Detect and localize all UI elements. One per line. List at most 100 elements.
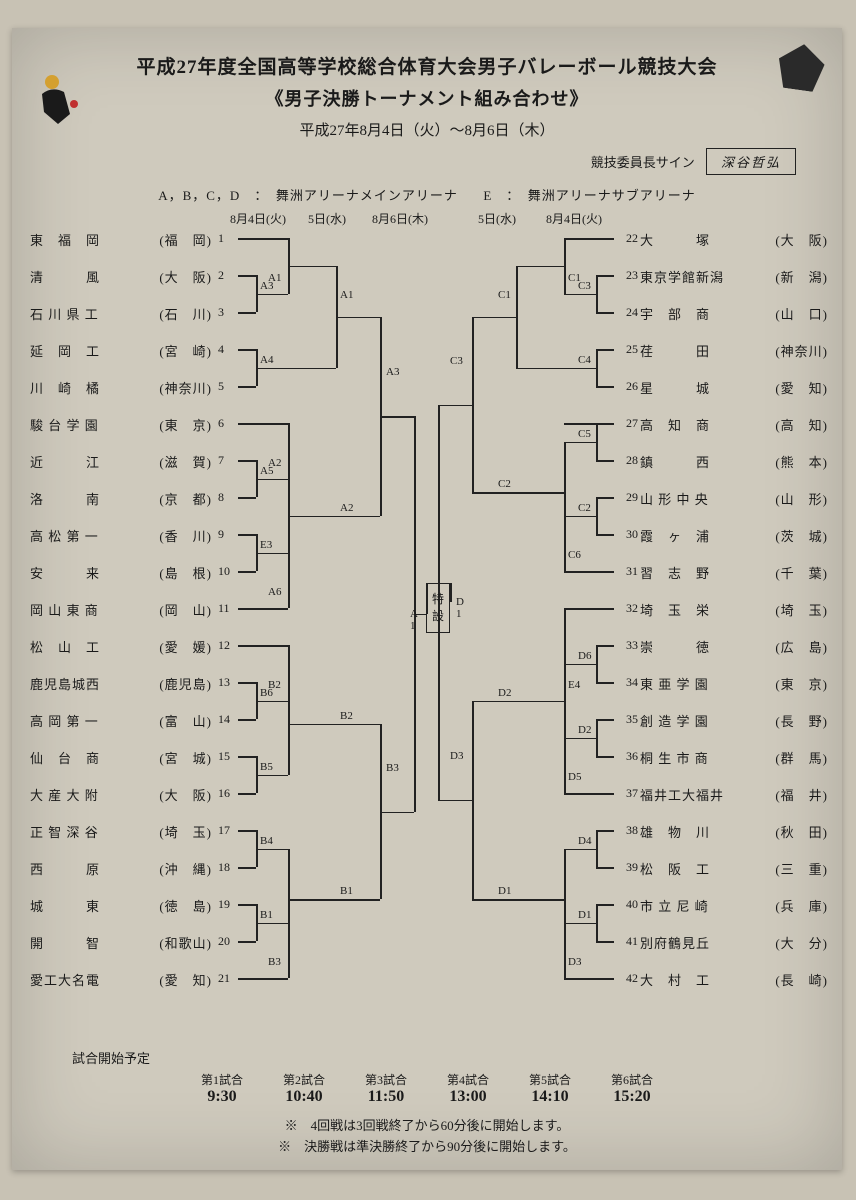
team-left-10: 安 来(島 根)	[30, 563, 212, 582]
team-left-1: 東 福 岡(福 岡)	[30, 230, 212, 249]
semi-l-lbl-1: 1	[410, 620, 416, 632]
seed-left-16: 16	[218, 786, 230, 801]
seed-right-35: 35	[620, 712, 638, 727]
ml-r-3: C5	[578, 428, 591, 440]
team-left-21: 愛工大名電(愛 知)	[30, 970, 212, 989]
seed-right-26: 26	[620, 379, 638, 394]
ml-l-9: B5	[260, 761, 273, 773]
seed-left-12: 12	[218, 638, 230, 653]
ml-r-4: C2	[578, 502, 591, 514]
ml-r-6: D6	[578, 650, 591, 662]
ml-l2-3: B1	[340, 885, 353, 897]
ml-r-8: D2	[578, 724, 591, 736]
ml-r-11: D1	[578, 909, 591, 921]
team-right-40: 市 立 尼 崎(兵 庫)	[640, 896, 828, 915]
seed-right-39: 39	[620, 860, 638, 875]
team-right-27: 高 知 商(高 知)	[640, 415, 828, 434]
seed-right-33: 33	[620, 638, 638, 653]
seed-left-4: 4	[218, 342, 224, 357]
notes: ※ 4回戦は3回戦終了から60分後に開始します。※ 決勝戦は準決勝終了から90分…	[30, 1116, 824, 1158]
ml-r2-3: D1	[498, 885, 511, 897]
ml-r2-2: D2	[498, 687, 511, 699]
seed-left-6: 6	[218, 416, 224, 431]
team-right-31: 習 志 野(千 葉)	[640, 563, 828, 582]
team-right-32: 埼 玉 栄(埼 玉)	[640, 600, 828, 619]
ml-l-12: B3	[268, 956, 281, 968]
seed-right-22: 22	[620, 231, 638, 246]
schedule-row: 第1試合9:30第2試合10:40第3試合11:50第4試合13:00第5試合1…	[30, 1071, 824, 1106]
ml-l-1: A1	[268, 272, 281, 284]
seed-right-27: 27	[620, 416, 638, 431]
team-right-23: 東京学館新潟(新 潟)	[640, 267, 828, 286]
seed-right-31: 31	[620, 564, 638, 579]
ml-r3-1: D3	[450, 750, 463, 762]
footer: 試合開始予定 第1試合9:30第2試合10:40第3試合11:50第4試合13:…	[30, 1048, 824, 1158]
seed-left-17: 17	[218, 823, 230, 838]
seed-left-13: 13	[218, 675, 230, 690]
team-left-8: 洛 南(京 都)	[30, 489, 212, 508]
signature-name: 深谷哲弘	[706, 148, 796, 175]
team-right-39: 松 阪 工(三 重)	[640, 859, 828, 878]
seed-right-40: 40	[620, 897, 638, 912]
venues-left: A，B，C，D ： 舞洲アリーナメインアリーナ	[158, 188, 458, 203]
ml-l3-0: A3	[386, 366, 399, 378]
team-left-6: 駿 台 学 園(東 京)	[30, 415, 212, 434]
team-left-18: 西 原(沖 縄)	[30, 859, 212, 878]
ml-r-7: E4	[568, 679, 580, 691]
ml-r-1: C1	[568, 272, 581, 284]
bracket-title: 《男子決勝トーナメント組み合わせ》	[30, 85, 824, 111]
seed-left-9: 9	[218, 527, 224, 542]
team-right-25: 荏 田(神奈川)	[640, 341, 828, 360]
team-right-29: 山 形 中 央(山 形)	[640, 489, 828, 508]
seed-right-28: 28	[620, 453, 638, 468]
team-left-15: 仙 台 商(宮 城)	[30, 748, 212, 767]
note-2: ※ 決勝戦は準決勝終了から90分後に開始します。	[30, 1137, 824, 1158]
ml-r2-0: C1	[498, 289, 511, 301]
ml-r-2: C4	[578, 354, 591, 366]
ml-r2-1: C2	[498, 478, 511, 490]
team-right-33: 崇 徳(広 島)	[640, 637, 828, 656]
schedule-col-5: 第5試合14:10	[509, 1071, 591, 1106]
header: 平成27年度全国高等学校総合体育大会男子バレーボール競技大会 《男子決勝トーナメ…	[30, 52, 824, 175]
ml-l-8: B2	[268, 679, 281, 691]
semi-l-lbl-a: A	[410, 608, 418, 620]
semi-r-lbl-d: D	[456, 596, 464, 608]
schedule-col-6: 第6試合15:20	[591, 1071, 673, 1106]
note-1: ※ 4回戦は3回戦終了から60分後に開始します。	[30, 1116, 824, 1137]
team-right-22: 大 塚(大 阪)	[640, 230, 828, 249]
day-c: 8月6日(木)	[372, 210, 428, 227]
team-right-42: 大 村 工(長 崎)	[640, 970, 828, 989]
ml-l-6: A6	[268, 586, 281, 598]
schedule-col-2: 第2試合10:40	[263, 1071, 345, 1106]
seed-left-10: 10	[218, 564, 230, 579]
ml-l-11: B1	[260, 909, 273, 921]
day-l2: 5日(水)	[308, 210, 346, 227]
seed-left-5: 5	[218, 379, 224, 394]
ml-l2-0: A1	[340, 289, 353, 301]
ml-l-5: E3	[260, 539, 272, 551]
team-left-7: 近 江(滋 賀)	[30, 452, 212, 471]
seed-right-36: 36	[620, 749, 638, 764]
team-left-14: 高 岡 第 一(富 山)	[30, 711, 212, 730]
team-left-3: 石 川 県 工(石 川)	[30, 304, 212, 323]
seed-right-37: 37	[620, 786, 638, 801]
seed-right-34: 34	[620, 675, 638, 690]
seed-left-15: 15	[218, 749, 230, 764]
venues-right: E ： 舞洲アリーナサブアリーナ	[483, 188, 695, 203]
team-right-26: 星 城(愛 知)	[640, 378, 828, 397]
seed-right-32: 32	[620, 601, 638, 616]
team-left-5: 川 崎 橘(神奈川)	[30, 378, 212, 397]
day-headers: 8月4日(火) 5日(水) 8月6日(木) 5日(水) 8月4日(火)	[30, 210, 824, 226]
seed-left-11: 11	[218, 601, 230, 616]
bracket-diagram: 東 福 岡(福 岡)1清 風(大 阪)2石 川 県 工(石 川)3延 岡 工(宮…	[30, 230, 824, 1040]
team-left-20: 開 智(和歌山)	[30, 933, 212, 952]
ml-r3-0: C3	[450, 355, 463, 367]
day-r2: 5日(水)	[478, 210, 516, 227]
team-left-9: 高 松 第 一(香 川)	[30, 526, 212, 545]
seed-left-3: 3	[218, 305, 224, 320]
team-left-13: 鹿児島城西(鹿児島)	[30, 674, 212, 693]
schedule-col-3: 第3試合11:50	[345, 1071, 427, 1106]
day-l1: 8月4日(火)	[230, 210, 286, 227]
team-right-36: 桐 生 市 商(群 馬)	[640, 748, 828, 767]
team-right-41: 別府鶴見丘(大 分)	[640, 933, 828, 952]
